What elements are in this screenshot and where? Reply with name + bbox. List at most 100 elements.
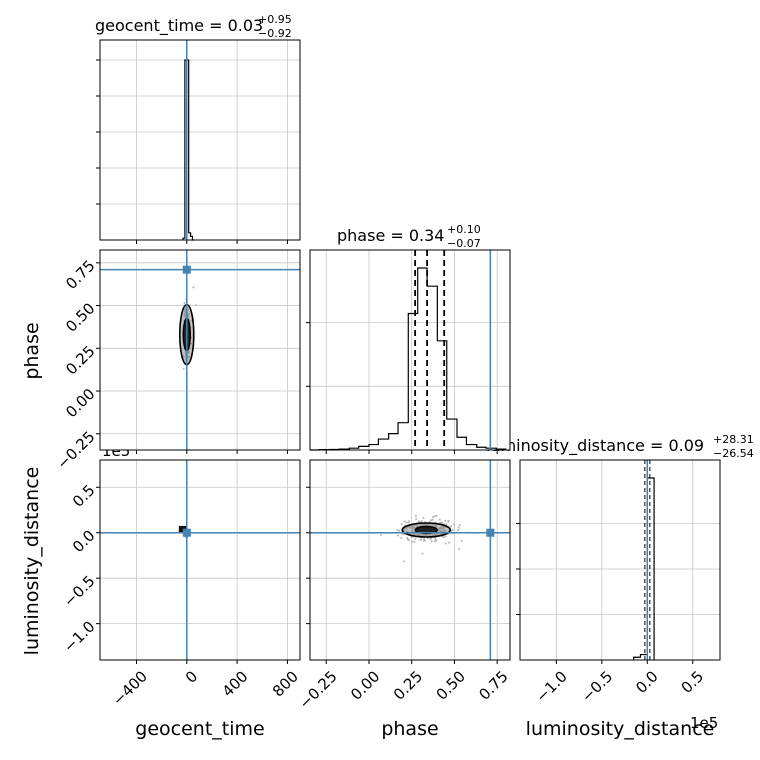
phase-ld-sample-122 xyxy=(444,529,447,532)
phase-ld-sample-105 xyxy=(400,537,403,540)
ld-ylabel-0: −1.0 xyxy=(60,617,98,655)
phase-ld-sample-192 xyxy=(453,523,456,526)
phase-ld-sample-129 xyxy=(403,520,406,523)
phase-ld-sample-203 xyxy=(405,521,408,524)
phase-ylabel-3: 0.50 xyxy=(62,299,98,335)
phase-ld-sample-238 xyxy=(442,528,445,531)
phase-ld-sample-266 xyxy=(439,521,442,524)
title-phase: phase = 0.34 +0.10 −0.07 xyxy=(337,223,481,250)
panel-geocent-time-vs-ld xyxy=(96,459,301,664)
panel-geocent-time-vs-phase xyxy=(96,249,301,454)
gt-phase-sample-125 xyxy=(190,342,193,345)
phase-ld-sample-230 xyxy=(432,516,435,519)
phase-ld-sample-11 xyxy=(430,540,433,543)
ld-ylabel-2: 0.0 xyxy=(69,527,99,557)
phase-xlabel-3: 0.50 xyxy=(433,667,469,703)
phase-ld-sample-262 xyxy=(414,537,417,540)
hist-ld-bars xyxy=(633,477,655,660)
phase-ld-sample-299 xyxy=(441,526,444,529)
phase-ld-sample-189 xyxy=(419,524,422,527)
phase-xlabel-1: 0.00 xyxy=(347,667,383,703)
offset-text-luminosity-distance-x: 1e5 xyxy=(690,714,718,732)
panel-geocent-time-hist xyxy=(96,39,301,244)
phase-ld-sample-91 xyxy=(422,539,425,542)
phase-ld-sample-280 xyxy=(460,539,463,542)
ld-ylabel-3: 0.5 xyxy=(69,481,99,511)
phase-ld-sample-199 xyxy=(404,527,407,530)
ld-ylabel-1: −0.5 xyxy=(60,572,98,610)
phase-ld-sample-309 xyxy=(433,533,436,536)
title-phase-sub: −0.07 xyxy=(447,237,481,250)
panel-luminosity-distance-hist-border xyxy=(519,459,721,661)
phase-ld-sample-159 xyxy=(445,523,448,526)
phase-ld-sample-111 xyxy=(449,525,452,528)
ld-xlabel-1: −0.5 xyxy=(578,667,616,705)
phase-ld-sample-271 xyxy=(438,518,441,521)
phase-ld-sample-303 xyxy=(447,520,450,523)
phase-ld-contour-inner xyxy=(414,525,438,535)
phase-ld-sample-293 xyxy=(435,539,438,542)
phase-ld-sample-160 xyxy=(444,519,447,522)
phase-ld-sample-263 xyxy=(413,526,416,529)
geocent-time-xlabel-2: 400 xyxy=(219,667,252,700)
xlabel-phase: phase xyxy=(381,718,438,740)
phase-ylabel-1: 0.00 xyxy=(62,385,98,421)
panel-geocent-time-vs-ld-bg xyxy=(100,460,300,660)
geocent-time-xlabel-3: 800 xyxy=(269,667,302,700)
hist-geocent-time-bars xyxy=(182,59,195,241)
title-luminosity-distance: luminosity_distance = 0.09 +28.31 −26.54 xyxy=(486,433,754,460)
gt-phase-sample-100 xyxy=(182,355,185,358)
phase-ld-sample-260 xyxy=(380,533,383,536)
phase-ld-sample-212 xyxy=(439,526,442,529)
phase-ld-sample-18 xyxy=(431,518,434,521)
phase-ld-sample-109 xyxy=(396,534,399,537)
phase-xlabel-4: 0.75 xyxy=(475,667,511,703)
title-phase-sup: +0.10 xyxy=(447,223,481,236)
phase-ld-sample-166 xyxy=(430,519,433,522)
title-geocent-time-sub: −0.92 xyxy=(258,27,292,40)
phase-ld-sample-152 xyxy=(442,536,445,539)
phase-ld-sample-125 xyxy=(406,530,409,533)
gt-phase-sample-50 xyxy=(192,286,195,289)
panel-phase-vs-ld-bg xyxy=(310,460,510,660)
phase-ld-sample-63 xyxy=(457,526,460,529)
phase-ylabel-4: 0.75 xyxy=(62,257,98,293)
phase-ld-sample-259 xyxy=(435,514,438,517)
phase-ld-sample-41 xyxy=(398,529,401,532)
phase-ld-sample-211 xyxy=(428,534,431,537)
phase-ld-sample-131 xyxy=(419,539,422,542)
gt-phase-truth-marker xyxy=(182,265,191,274)
title-geocent-time-main: geocent_time = 0.03 xyxy=(95,16,263,36)
panel-phase-hist xyxy=(306,249,511,454)
phase-ld-sample-188 xyxy=(406,536,409,539)
phase-xlabel-0: −0.25 xyxy=(296,667,341,712)
gt-ld-truth-marker xyxy=(182,528,191,537)
title-luminosity-distance-sub: −26.54 xyxy=(713,447,754,460)
phase-ld-sample-133 xyxy=(444,535,447,538)
phase-ld-sample-311 xyxy=(417,533,420,536)
phase-ld-sample-69 xyxy=(415,517,418,520)
hist-phase-bars xyxy=(310,267,507,451)
ld-xlabel-3: 0.5 xyxy=(678,667,708,697)
phase-ld-sample-102 xyxy=(438,528,441,531)
panel-geocent-time-hist-border xyxy=(99,39,301,241)
gt-phase-sample-309 xyxy=(187,355,190,358)
phase-ld-sample-165 xyxy=(451,528,454,531)
phase-ld-sample-3 xyxy=(422,538,425,541)
panel-phase-hist-bg xyxy=(310,250,510,450)
phase-ld-sample-250 xyxy=(411,540,414,543)
phase-ld-truth-marker xyxy=(486,528,495,537)
phase-ld-sample-119 xyxy=(407,521,410,524)
phase-ld-sample-80 xyxy=(396,529,399,532)
gt-phase-sample-337 xyxy=(187,350,190,353)
phase-ld-sample-182 xyxy=(444,542,447,545)
phase-ld-sample-68 xyxy=(422,516,425,519)
panels: −0.250.000.250.500.75−1.0−0.50.00.5−400 0… xyxy=(53,39,721,713)
ylabel-phase: phase xyxy=(21,322,43,379)
gt-phase-sample-412 xyxy=(184,308,187,311)
phase-ld-sample-291 xyxy=(435,524,438,527)
phase-ld-sample-22 xyxy=(414,514,417,517)
phase-ld-sample-50 xyxy=(413,540,416,543)
phase-ld-sample-1 xyxy=(458,524,461,527)
panel-luminosity-distance-hist xyxy=(516,459,721,664)
